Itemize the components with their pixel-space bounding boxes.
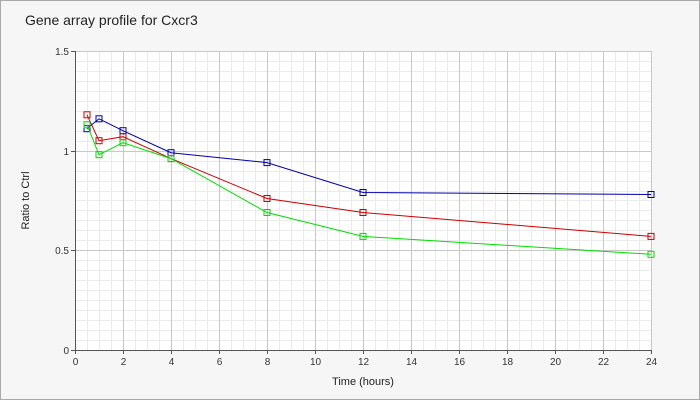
data-point — [95, 151, 103, 159]
data-point — [83, 111, 91, 119]
series-3 — [83, 121, 655, 258]
x-tick-label: 14 — [406, 357, 418, 368]
y-tick-label: 0 — [63, 346, 69, 357]
data-point — [95, 115, 103, 123]
x-tick-label: 4 — [169, 357, 175, 368]
y-tick-label: 0.5 — [55, 246, 69, 257]
x-tick-label: 20 — [550, 357, 562, 368]
data-point — [95, 137, 103, 145]
x-tick-label: 0 — [73, 357, 79, 368]
data-point — [359, 209, 367, 216]
data-point — [263, 209, 271, 216]
x-tick-label: 2 — [121, 357, 127, 368]
data-point — [119, 139, 127, 147]
data-point — [647, 232, 655, 240]
data-point — [263, 159, 271, 167]
x-axis-label: Time (hours) — [332, 376, 394, 388]
x-tick-label: 6 — [217, 357, 223, 368]
data-point — [83, 121, 91, 129]
series-line — [86, 124, 652, 255]
y-tick-label: 1 — [63, 147, 69, 158]
x-tick-label: 12 — [358, 357, 370, 368]
data-point — [647, 191, 655, 198]
series-line — [86, 118, 652, 195]
x-tick-label: 10 — [310, 357, 322, 368]
x-tick-label: 8 — [265, 357, 271, 368]
x-tick-label: 16 — [454, 357, 466, 368]
x-tick-label: 24 — [646, 357, 658, 368]
x-tick-label: 18 — [502, 357, 514, 368]
chart-title: Gene array profile for Cxcr3 — [25, 12, 198, 28]
y-tick-label: 1.5 — [55, 47, 69, 58]
data-point — [359, 232, 367, 240]
x-tick-label: 22 — [598, 357, 610, 368]
data-point — [647, 250, 655, 258]
data-point — [263, 195, 271, 202]
y-axis-label: Ratio to Ctrl — [20, 171, 32, 229]
data-point — [359, 189, 367, 196]
data-point — [167, 155, 175, 163]
